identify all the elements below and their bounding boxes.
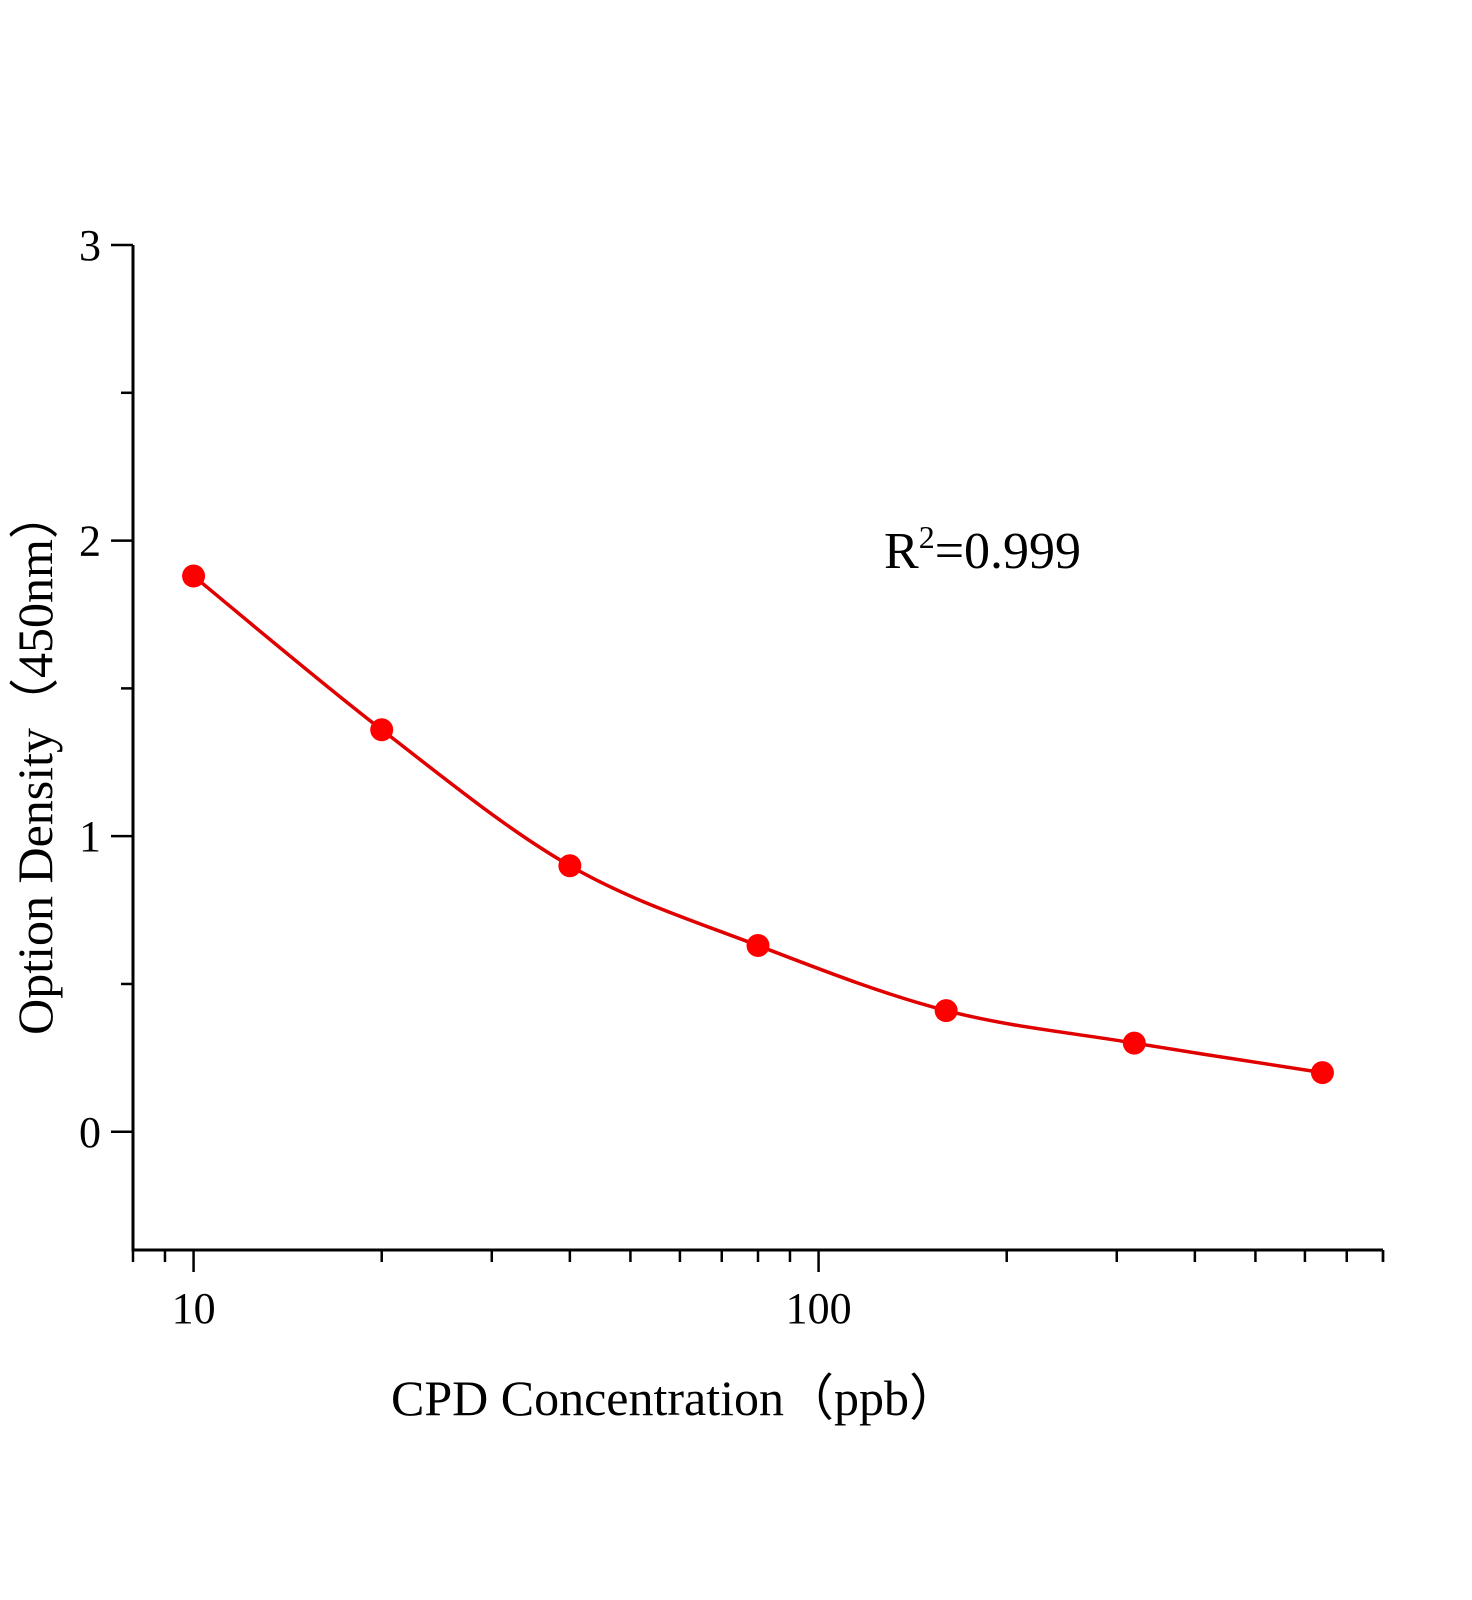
fit-curve-group [192, 574, 1323, 1075]
data-point [1122, 1031, 1146, 1055]
data-point [182, 564, 206, 588]
y-tick-label: 3 [79, 221, 101, 270]
x-tick-label: 10 [172, 1284, 216, 1333]
x-axis-title: CPD Concentration（ppb） [391, 1370, 959, 1426]
data-points [182, 564, 1334, 1085]
y-tick-label: 1 [79, 812, 101, 861]
data-point [370, 718, 394, 742]
y-axis-title: Option Density（450nm） [7, 489, 63, 1035]
annotation-r-squared: R2=0.999 [884, 519, 1081, 580]
data-point [558, 854, 582, 878]
data-point [746, 934, 770, 958]
x-tick-label: 100 [786, 1284, 852, 1333]
data-point [934, 999, 958, 1023]
fit-curve [192, 574, 1323, 1075]
data-point [1310, 1061, 1334, 1085]
axes: 10 100 0 1 2 3 [79, 221, 1385, 1333]
y-tick-label: 2 [79, 517, 101, 566]
y-tick-label: 0 [79, 1108, 101, 1157]
